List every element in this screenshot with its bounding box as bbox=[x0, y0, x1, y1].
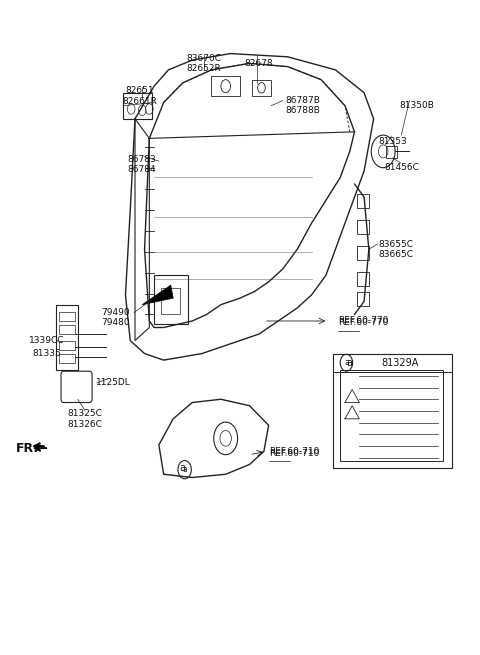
Bar bbox=[357, 220, 369, 234]
Text: 81329A: 81329A bbox=[381, 358, 419, 368]
Bar bbox=[333, 354, 452, 468]
Text: 82651
82661R: 82651 82661R bbox=[122, 86, 157, 105]
Text: 79490
79480: 79490 79480 bbox=[102, 308, 130, 328]
Text: 81335: 81335 bbox=[32, 349, 61, 358]
Bar bbox=[385, 146, 397, 158]
Bar bbox=[357, 291, 369, 306]
Bar bbox=[154, 275, 188, 324]
FancyArrowPatch shape bbox=[35, 446, 47, 451]
Bar bbox=[123, 93, 152, 119]
Text: 83670C
82652R: 83670C 82652R bbox=[187, 54, 222, 73]
Bar bbox=[357, 194, 369, 208]
Text: 81350B: 81350B bbox=[399, 102, 434, 110]
Bar bbox=[340, 370, 443, 461]
Bar bbox=[252, 80, 271, 96]
Text: 1125DL: 1125DL bbox=[96, 379, 131, 388]
Bar bbox=[56, 305, 78, 370]
Bar bbox=[211, 77, 240, 96]
Text: 83655C
83665C: 83655C 83665C bbox=[378, 240, 413, 259]
Text: 81353: 81353 bbox=[378, 137, 407, 146]
Bar bbox=[161, 288, 180, 314]
Text: 81325C
81326C: 81325C 81326C bbox=[68, 409, 102, 428]
Text: REF.60-770: REF.60-770 bbox=[338, 318, 388, 328]
Text: 86787B
86788B: 86787B 86788B bbox=[285, 96, 320, 115]
Bar bbox=[59, 354, 75, 364]
Bar bbox=[59, 341, 75, 350]
Bar bbox=[59, 325, 75, 334]
Text: FR.: FR. bbox=[16, 441, 39, 455]
Bar bbox=[59, 312, 75, 321]
Bar bbox=[357, 272, 369, 286]
Text: a: a bbox=[344, 358, 349, 367]
Text: a: a bbox=[347, 358, 353, 368]
Text: 1339CC: 1339CC bbox=[29, 336, 64, 345]
Text: a: a bbox=[182, 465, 187, 474]
Text: a: a bbox=[180, 462, 186, 473]
Text: 86783
86784: 86783 86784 bbox=[128, 155, 156, 174]
Text: 81456C: 81456C bbox=[385, 163, 420, 172]
Text: REF.60-710: REF.60-710 bbox=[269, 447, 319, 456]
Polygon shape bbox=[142, 285, 173, 305]
Bar bbox=[357, 246, 369, 260]
Text: REF.60-710: REF.60-710 bbox=[269, 449, 319, 458]
Text: REF.60-770: REF.60-770 bbox=[338, 316, 388, 326]
Text: 82678: 82678 bbox=[245, 59, 274, 68]
